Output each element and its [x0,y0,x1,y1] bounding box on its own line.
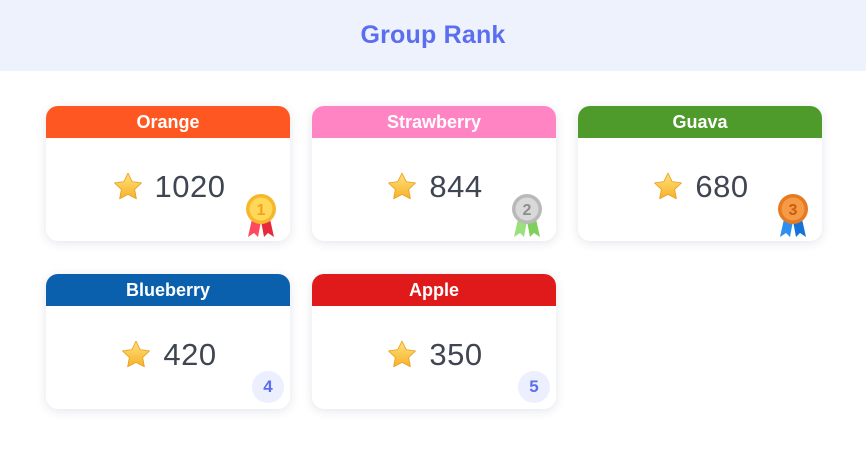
group-name: Strawberry [386,111,482,132]
medal-rank: 2 [523,202,532,219]
group-name: Blueberry [125,279,211,300]
card-body: 350 5 [312,306,556,409]
gold-medal-icon: 1 [246,194,276,237]
page-title: Group Rank [360,21,506,49]
star-icon [122,340,151,367]
medal-rank: 1 [257,202,266,219]
group-name: Guava [672,111,728,132]
score-row: 420 [119,337,216,373]
score-value: 844 [429,168,483,204]
silver-medal-icon: 2 [512,194,542,237]
card-header: Strawberry [312,106,556,138]
card-body: 680 3 [578,138,822,241]
card-header: Orange [46,106,290,138]
rank-badge: 5 [518,371,550,403]
card-body: 420 4 [46,306,290,409]
score-row: 350 [385,337,482,373]
medal-rank: 3 [789,202,798,219]
rank-badge: 4 [252,371,284,403]
rank-card-orange[interactable]: Orange 1020 1 [46,106,290,241]
score-value: 680 [695,168,749,204]
score-row: 1020 [111,169,226,205]
score-row: 680 [651,169,748,205]
star-icon [654,172,683,199]
score-value: 350 [429,336,483,372]
card-header: Apple [312,274,556,306]
star-icon [388,172,417,199]
group-name: Apple [408,279,459,300]
score-value: 420 [163,336,217,372]
rank-card-blueberry[interactable]: Blueberry 420 4 [46,274,290,409]
score-row: 844 [385,169,482,205]
group-name: Orange [136,111,200,132]
card-body: 1020 1 [46,138,290,241]
star-icon [388,340,417,367]
bronze-medal-icon: 3 [778,194,808,237]
card-header: Guava [578,106,822,138]
score-value: 1020 [154,168,226,204]
star-icon [113,172,142,199]
page-header: Group Rank [0,0,866,71]
rank-grid: Orange 1020 1 Strawberry [0,71,866,452]
card-header: Blueberry [46,274,290,306]
rank-card-guava[interactable]: Guava 680 3 [578,106,822,241]
rank-card-apple[interactable]: Apple 350 5 [312,274,556,409]
card-body: 844 2 [312,138,556,241]
rank-card-strawberry[interactable]: Strawberry 844 2 [312,106,556,241]
